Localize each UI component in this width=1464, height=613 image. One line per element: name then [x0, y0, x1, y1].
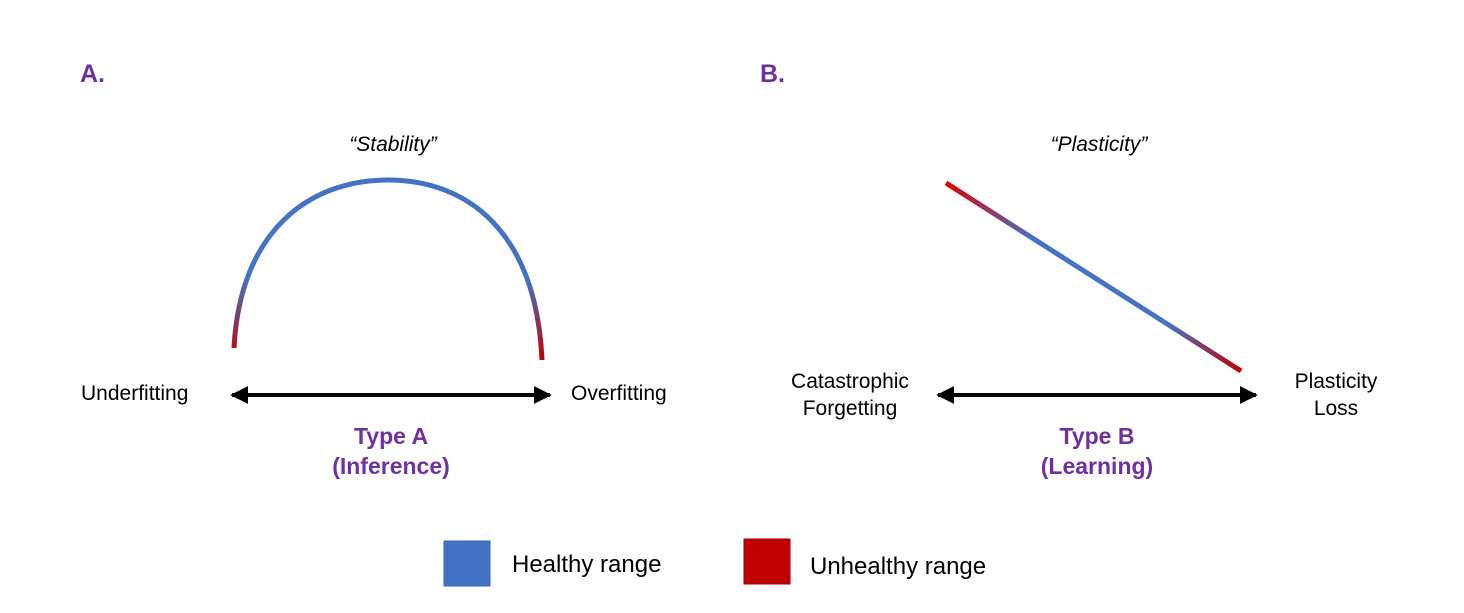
type-a-label: Type A	[354, 423, 428, 449]
type-b-label: Type B	[1060, 423, 1135, 449]
type-a-sublabel: (Inference)	[332, 453, 450, 479]
panel-a: A. “Stability” Underfitting Overfitting …	[80, 60, 667, 479]
stability-arc	[231, 177, 545, 361]
panel-a-letter: A.	[80, 60, 105, 88]
overfitting-label: Overfitting	[571, 382, 667, 405]
panel-b: B. “Plasticity” Catastrophic Forgetting …	[760, 60, 1378, 479]
panel-b-letter: B.	[760, 60, 785, 88]
forgetting-label: Forgetting	[803, 397, 898, 420]
catastrophic-label: Catastrophic	[791, 370, 909, 393]
type-b-sublabel: (Learning)	[1041, 453, 1153, 479]
plasticity-loss-label-line1: Plasticity	[1295, 370, 1378, 393]
legend: Healthy range Unhealthy range	[443, 538, 986, 587]
plasticity-loss-label-line2: Loss	[1314, 397, 1358, 420]
unhealthy-legend-label: Unhealthy range	[810, 553, 986, 580]
unhealthy-swatch	[743, 538, 791, 585]
plasticity-line	[944, 180, 1243, 374]
underfitting-label: Underfitting	[81, 382, 188, 405]
stability-title: “Stability”	[349, 133, 438, 156]
plasticity-title: “Plasticity”	[1051, 133, 1149, 156]
healthy-legend-label: Healthy range	[512, 551, 661, 578]
healthy-swatch	[443, 540, 491, 587]
